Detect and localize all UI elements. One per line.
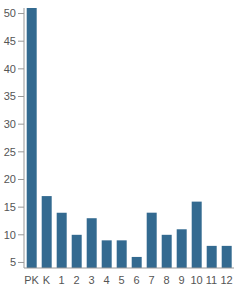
svg-text:7: 7 (148, 274, 154, 286)
svg-text:10: 10 (8, 229, 16, 241)
svg-text:2: 2 (73, 274, 79, 286)
svg-text:1: 1 (58, 274, 64, 286)
svg-text:45: 45 (8, 35, 16, 47)
svg-text:3: 3 (88, 274, 94, 286)
svg-text:30: 30 (8, 118, 16, 130)
svg-text:20: 20 (8, 173, 16, 185)
svg-text:12: 12 (220, 274, 232, 286)
svg-text:50: 50 (8, 7, 16, 19)
svg-text:35: 35 (8, 90, 16, 102)
svg-text:9: 9 (178, 274, 184, 286)
svg-text:25: 25 (8, 146, 16, 158)
svg-text:5: 5 (10, 256, 16, 268)
svg-text:40: 40 (8, 63, 16, 75)
svg-text:6: 6 (133, 274, 139, 286)
svg-text:5: 5 (118, 274, 124, 286)
svg-text:8: 8 (163, 274, 169, 286)
svg-text:K: K (43, 274, 51, 286)
svg-text:11: 11 (206, 274, 217, 286)
svg-text:15: 15 (8, 201, 16, 213)
svg-text:10: 10 (190, 274, 202, 286)
svg-text:4: 4 (103, 274, 109, 286)
svg-text:PK: PK (24, 274, 39, 286)
